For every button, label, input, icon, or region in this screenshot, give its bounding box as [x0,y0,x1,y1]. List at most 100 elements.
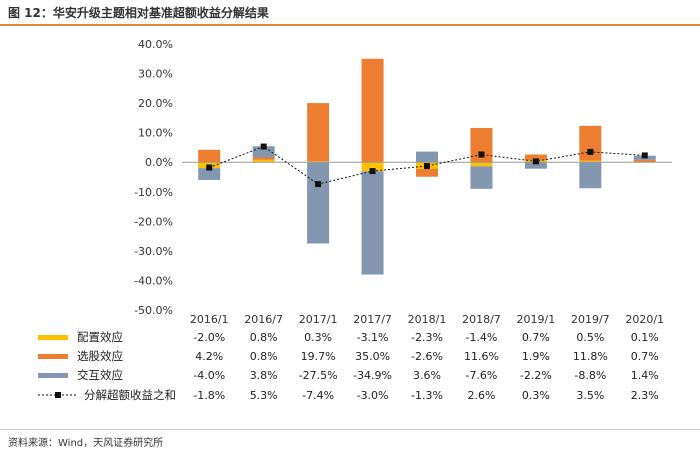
footer-rule [0,429,700,430]
table-cell: 0.5% [576,331,604,344]
y-tick-label: -50.0% [134,304,173,317]
total-point [369,168,376,175]
table-cell: 3.5% [576,389,604,402]
y-tick-label: 20.0% [138,97,173,110]
table-cell: -27.5% [299,369,338,382]
legend-label-interact: 交互效应 [77,368,123,382]
y-tick-label: 10.0% [138,127,173,140]
bar-select [633,159,656,162]
x-tick-label: 2018/7 [462,313,501,326]
table-cell: -8.8% [574,369,606,382]
y-tick-label: -30.0% [134,245,173,258]
bar-interact [252,146,275,158]
legend-label-select: 选股效应 [77,349,123,363]
x-tick-label: 2016/7 [244,313,283,326]
y-tick-label: -10.0% [134,186,173,199]
table-cell: 0.3% [304,331,332,344]
bar-interact [579,162,602,189]
table-cell: 0.1% [631,331,659,344]
chart: 40.0% 30.0% 20.0% 10.0% 0.0% -10.0% -20.0% -30.… [38,38,672,402]
title-rule [0,24,700,26]
bar-interact [470,166,493,189]
table-cell: 4.2% [195,350,223,363]
bar-interact [524,162,547,169]
bar-select [524,154,547,161]
figure-title: 图 12：华安升级主题相对基准超额收益分解结果 [8,6,269,20]
total-point [260,143,267,150]
table-cell: 11.8% [573,350,608,363]
total-point [587,148,594,155]
bar-alloc [470,162,493,167]
table-cell: 0.7% [522,331,550,344]
x-tick-label: 2019/7 [571,313,610,326]
table-cell: -1.8% [193,389,225,402]
x-axis: 2016/1 2016/7 2017/1 2017/7 2018/1 2018/7 2019… [190,313,664,326]
bar-interact [307,162,330,244]
x-tick-label: 2016/1 [190,313,229,326]
table-cell: -3.0% [357,389,389,402]
bar-alloc [361,162,384,172]
total-point [206,164,213,171]
x-tick-label: 2017/1 [299,313,338,326]
table-cell: -7.4% [302,389,334,402]
bar-select [579,125,602,161]
y-axis: 40.0% 30.0% 20.0% 10.0% 0.0% -10.0% -20.0% -30.… [134,38,173,317]
y-tick-label: -20.0% [134,215,173,228]
legend-key-total-marker [55,392,61,398]
table-cell: -2.6% [411,350,443,363]
table-cell: -34.9% [353,369,392,382]
y-tick-label: 0.0% [145,156,173,169]
table-cell: 19.7% [301,350,336,363]
table-cell: -7.6% [465,369,497,382]
table-cell: 3.8% [250,369,278,382]
table-cell: 3.6% [413,369,441,382]
x-tick-label: 2019/1 [517,313,556,326]
bar-interact [198,168,221,180]
total-point [315,181,322,188]
bar-select [416,169,438,177]
y-tick-label: 30.0% [138,68,173,81]
table-cell: 0.8% [250,331,278,344]
table-cell: 5.3% [250,389,278,402]
total-line [206,143,648,188]
table-cell: 2.6% [467,389,495,402]
table-cell: -1.3% [411,389,443,402]
table-cell: -4.0% [193,369,225,382]
table-cell: -3.1% [357,331,389,344]
table-cell: 0.3% [522,389,550,402]
total-point [424,163,430,170]
table-cell: 11.6% [464,350,499,363]
total-series-line [209,145,645,185]
bar-select [252,157,275,160]
source-note: 资料来源：Wind，天风证券研究所 [8,438,164,449]
bar-alloc [252,159,275,163]
x-tick-label: 2018/1 [408,313,447,326]
y-tick-label: 40.0% [138,38,173,51]
legend-label-total: 分解超额收益之和 [84,388,176,402]
legend-key-alloc [38,335,68,340]
bar-select [307,103,330,162]
bar-interact [416,151,438,163]
total-point [641,152,648,159]
table-cell: 2.3% [631,389,659,402]
bar-interact [361,171,384,275]
table-cell: -1.4% [465,331,497,344]
bar-select [361,58,384,163]
x-tick-label: 2020/1 [625,313,664,326]
table-cell: -2.3% [411,331,443,344]
table-cell: 35.0% [355,350,390,363]
table-cell: 0.8% [250,350,278,363]
total-point [532,158,539,165]
bar-select [198,149,221,163]
legend-key-select [38,354,68,359]
table-cell: -2.0% [193,331,225,344]
table-cell: 1.9% [522,350,550,363]
total-point [478,151,485,158]
bar-select [470,127,493,163]
x-tick-label: 2017/7 [353,313,392,326]
legend-label-alloc: 配置效应 [77,330,123,344]
table-cell: 1.4% [631,369,659,382]
table-cell: -2.2% [520,369,552,382]
bar-alloc [579,160,602,163]
table-cell: 0.7% [631,350,659,363]
